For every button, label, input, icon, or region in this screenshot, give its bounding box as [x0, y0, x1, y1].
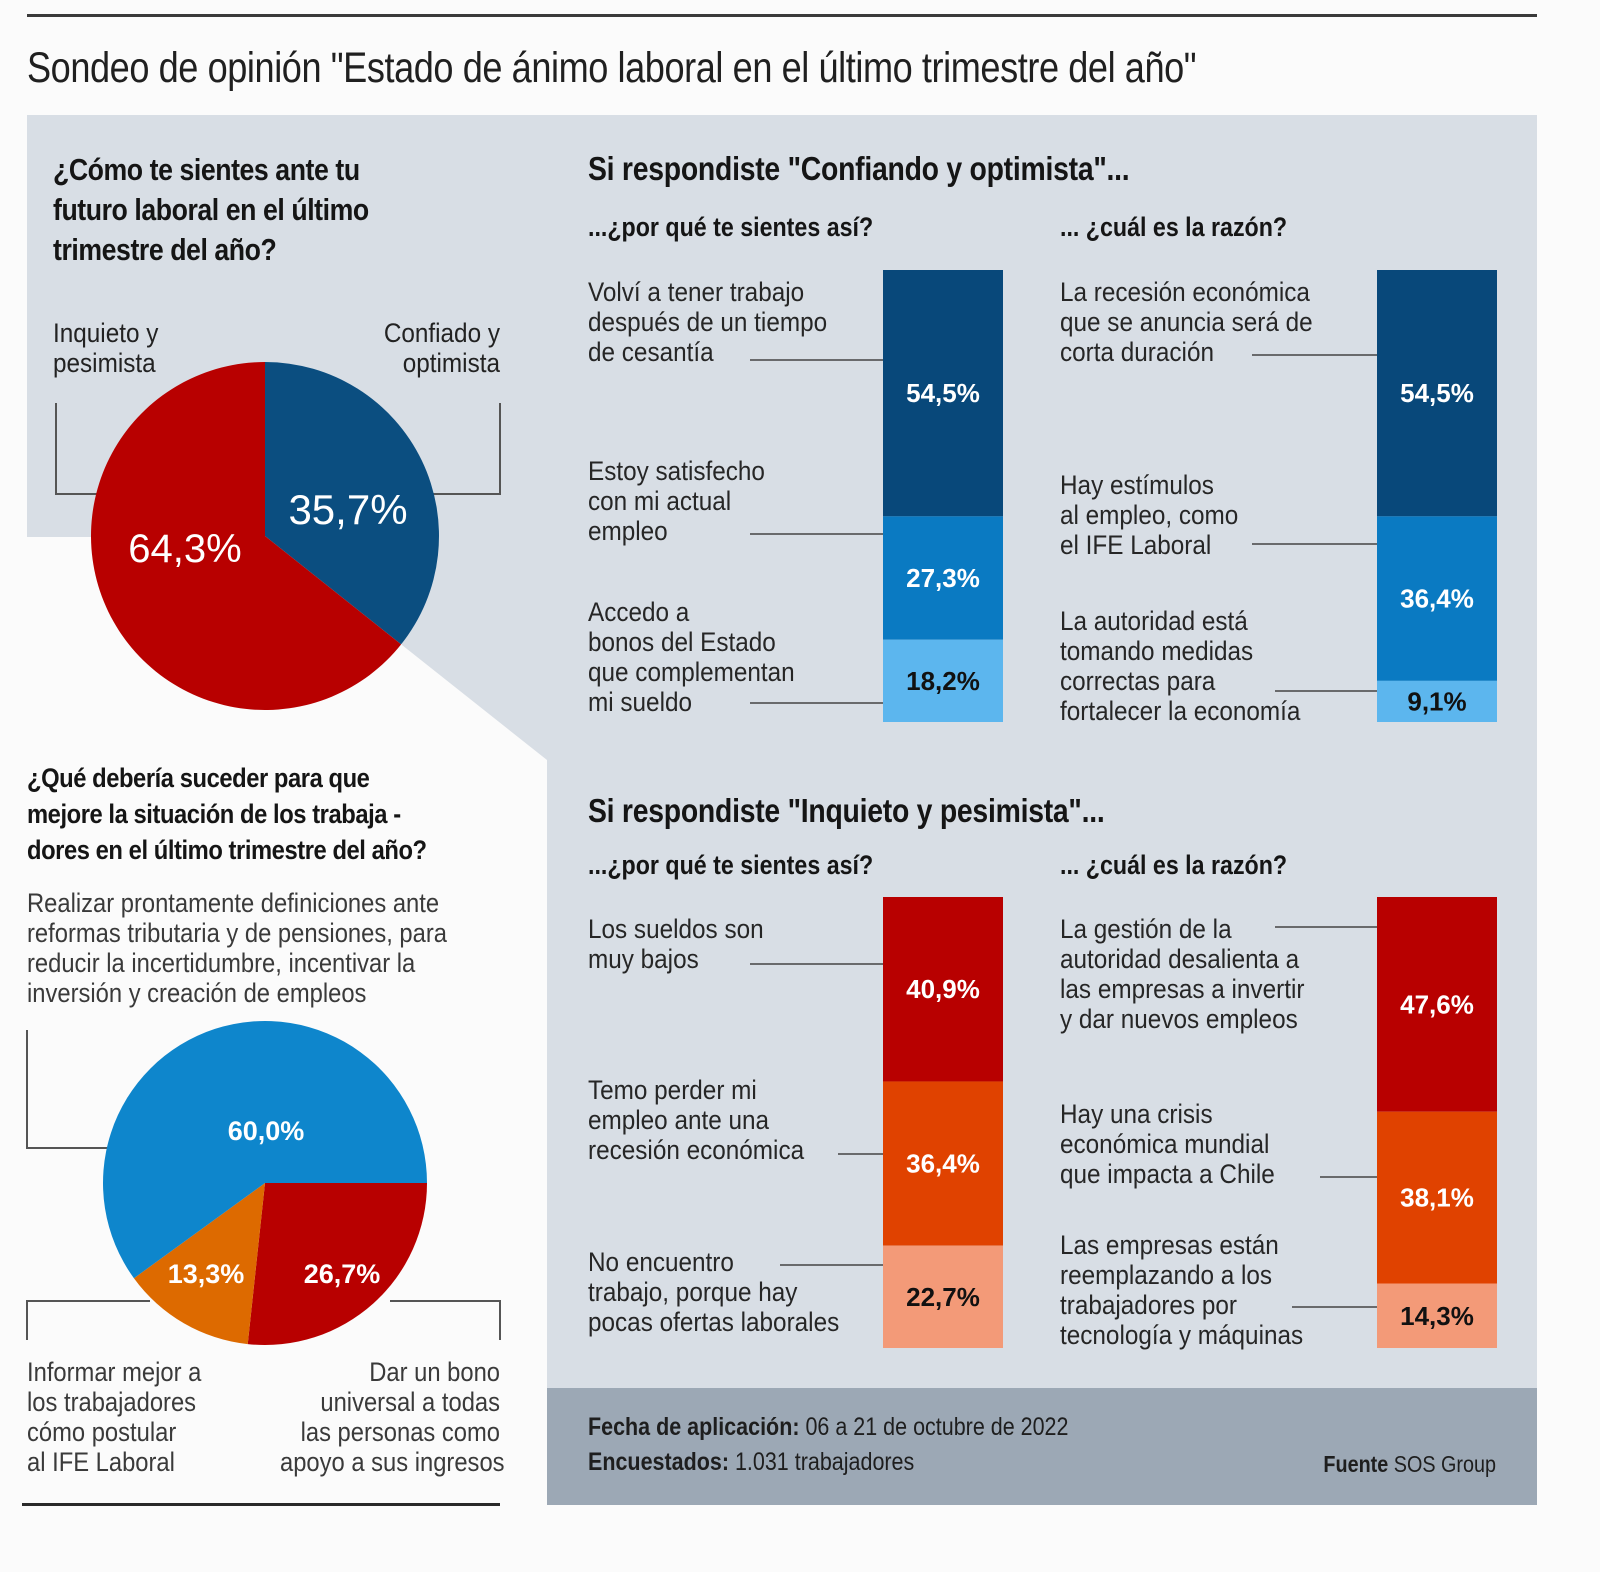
bar-label: Volví a tener trabajo después de un tiemp…: [588, 277, 828, 367]
label-line: Confiado y: [383, 318, 500, 348]
bar-segment: [1377, 516, 1497, 681]
pie2-leader-main: [26, 1030, 110, 1149]
label-line: optimista: [402, 348, 500, 378]
bar-segment: [1377, 897, 1497, 1112]
bar-value-label: 36,4%: [1400, 584, 1474, 614]
pessimist-why-subtitle: ...¿por qué te sientes así?: [588, 850, 874, 880]
bar-value-label: 47,6%: [1400, 989, 1474, 1019]
bar-value-label: 18,2%: [906, 666, 980, 696]
footer-band: [547, 1388, 1537, 1505]
pie2-leader-ife: [26, 1300, 150, 1340]
footer-encuestados: Encuestados: 1.031 trabajadores: [588, 1448, 914, 1477]
fecha-label: Fecha de aplicación:: [588, 1413, 800, 1441]
encuestados-value: 1.031 trabajadores: [734, 1448, 915, 1476]
fuente-value: SOS Group: [1393, 1451, 1496, 1477]
label-line: pesimista: [53, 348, 156, 378]
bar-segment: [883, 1245, 1003, 1348]
bar-segment: [1377, 1283, 1497, 1348]
bar-segment: [883, 516, 1003, 640]
pie-slice-confiado: [265, 362, 439, 645]
pie2-value-bono: 26,7%: [304, 1259, 381, 1289]
top-rule: [27, 14, 1537, 17]
pessimist-reason-subtitle: ... ¿cuál es la razón?: [1060, 850, 1288, 880]
pie1-question-line: trimestre del año?: [53, 232, 277, 267]
pessimist-section-title: Si respondiste "Inquieto y pesimista"...: [588, 792, 1105, 829]
pie1-label-inquieto: Inquieto y pesimista: [53, 318, 158, 378]
pie2-option-ife: Informar mejor a los trabajadores cómo pos…: [27, 1357, 202, 1477]
pie2-value-ife: 13,3%: [168, 1259, 245, 1289]
pie-slice-bono: [247, 1183, 427, 1345]
pie-slice-ife: [133, 1183, 265, 1345]
pie-slice-main: [102, 1021, 427, 1279]
page-title: Sondeo de opinión "Estado de ánimo labor…: [27, 44, 1197, 92]
encuestados-label: Encuestados:: [588, 1448, 729, 1476]
bar-value-label: 27,3%: [906, 563, 980, 593]
bar-label: No encuentro trabajo, porque hay pocas ofe…: [588, 1247, 840, 1337]
pie1-leader-right: [430, 403, 501, 495]
bar-value-label: 54,5%: [1400, 378, 1474, 408]
bar-label: Estoy satisfecho con mi actual empleo: [588, 456, 765, 546]
pie1-question-line: futuro laboral en el último: [53, 192, 369, 227]
bar-label: Los sueldos son muy bajos: [588, 914, 764, 974]
bar-label: Las empresas están reemplazando a los trab…: [1060, 1230, 1304, 1350]
bar-segment: [1377, 680, 1497, 722]
pie-slice-inquieto: [90, 362, 402, 710]
footer-source: Fuente SOS Group: [1241, 1451, 1496, 1478]
bar-segment: [883, 1081, 1003, 1246]
pie2-question-line: ¿Qué debería suceder para que: [27, 763, 370, 793]
optimist-reason-subtitle: ... ¿cuál es la razón?: [1060, 212, 1288, 242]
pie1-question: ¿Cómo te sientes ante tu futuro laboral …: [53, 150, 500, 270]
bar-segment: [1377, 1111, 1497, 1284]
pie2-option-bono: Dar un bono universal a todas las personas…: [280, 1357, 505, 1477]
bar-value-label: 22,7%: [906, 1282, 980, 1312]
bar-value-label: 38,1%: [1400, 1183, 1474, 1213]
bar-label: Temo perder mi empleo ante una recesión ec…: [588, 1075, 805, 1165]
bar-label: La recesión económica que se anuncia será…: [1060, 277, 1313, 367]
pie1-label-confiado: Confiado y optimista: [320, 318, 500, 378]
footer-fecha: Fecha de aplicación: 06 a 21 de octubre …: [588, 1413, 1068, 1442]
bar-segment: [883, 270, 1003, 517]
pie2-question-line: dores en el último trimestre del año?: [27, 835, 427, 865]
bar-value-label: 36,4%: [906, 1149, 980, 1179]
bar-label: Hay una crisis económica mundial que impac…: [1060, 1099, 1275, 1189]
pie2-value-main: 60,0%: [228, 1116, 305, 1146]
pie1-value-inquieto: 64,3%: [128, 527, 241, 571]
bottom-rule: [22, 1503, 500, 1506]
bar-value-label: 14,3%: [1400, 1301, 1474, 1331]
bar-segment: [883, 897, 1003, 1082]
bar-segment: [1377, 270, 1497, 517]
bar-label: Hay estímulos al empleo, como el IFE Labor…: [1060, 470, 1239, 560]
bar-label: Accedo a bonos del Estado que complementan…: [588, 597, 795, 717]
fecha-value: 06 a 21 de octubre de 2022: [805, 1413, 1069, 1441]
fuente-label: Fuente: [1323, 1451, 1389, 1477]
label-line: Inquieto y: [53, 318, 159, 348]
pie1-value-confiado: 35,7%: [288, 486, 407, 533]
pie2-question: ¿Qué debería suceder para que mejore la …: [27, 760, 520, 868]
bar-value-label: 40,9%: [906, 974, 980, 1004]
bar-label: La autoridad está tomando medidas correcta…: [1060, 606, 1301, 726]
pie2-option-main: Realizar prontamente definiciones ante re…: [27, 888, 447, 1008]
optimist-section-title: Si respondiste "Confiando y optimista"..…: [588, 150, 1130, 187]
bar-segment: [883, 639, 1003, 722]
pie1-leader-left: [55, 403, 100, 495]
bar-value-label: 54,5%: [906, 378, 980, 408]
pie1-question-line: ¿Cómo te sientes ante tu: [53, 152, 360, 187]
bar-label: La gestión de la autoridad desalienta a la…: [1060, 914, 1305, 1034]
optimist-why-subtitle: ...¿por qué te sientes así?: [588, 212, 874, 242]
pie2-leader-bono: [390, 1300, 501, 1340]
bar-value-label: 9,1%: [1407, 686, 1466, 716]
pie2-question-line: mejore la situación de los trabaja -: [27, 799, 401, 829]
